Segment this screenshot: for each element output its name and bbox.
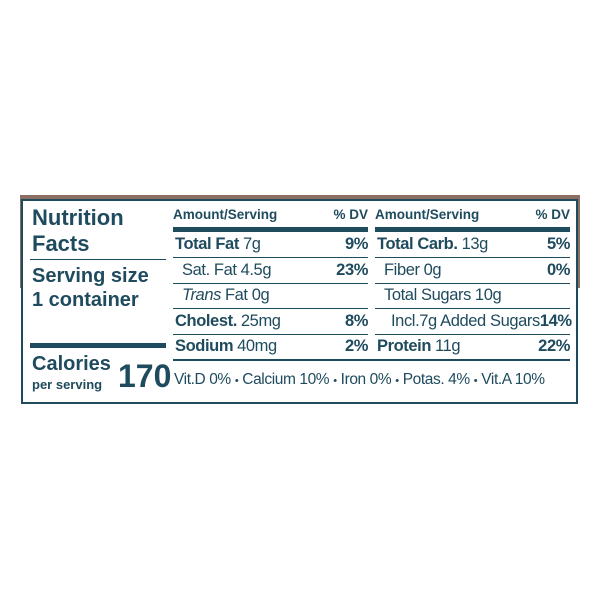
rule xyxy=(375,333,570,335)
nutrient-amount: 13g xyxy=(461,235,489,253)
nutrient-amount: 40mg xyxy=(237,337,277,355)
nutrient-row: Sodium 40mg 2% xyxy=(173,334,368,359)
rule xyxy=(173,227,368,232)
column-header: Amount/Serving % DV xyxy=(173,202,368,227)
nutrient-row: Total Carb. 13g 5% xyxy=(375,232,570,257)
vitamins: Vit.D 0% • Calcium 10% • Iron 0% • Potas. 4% • V… xyxy=(174,371,545,389)
rule xyxy=(173,359,570,361)
nutrient-row: Trans Fat 0g xyxy=(173,283,368,308)
nutrient-label: Total Fat xyxy=(175,235,239,253)
header-dv: % DV xyxy=(535,207,570,222)
header-amount: Amount/Serving xyxy=(173,207,278,222)
rule xyxy=(173,333,368,335)
nutrient-dv: 14% xyxy=(539,311,572,330)
vitamin: Vit.A 10% xyxy=(481,371,545,388)
vitamin: Vit.D 0% xyxy=(174,371,231,388)
nutrient-dv: 23% xyxy=(336,260,368,279)
nutrient-amount: 0g xyxy=(423,260,442,279)
nutrient-label: Trans xyxy=(182,286,221,304)
calories-label: Calories xyxy=(32,353,111,375)
label-box xyxy=(21,199,578,404)
nutrient-amount: 7g xyxy=(242,235,261,253)
nutrient-amount: 4.5g xyxy=(240,260,272,279)
rule xyxy=(30,259,166,260)
nutrient-row: Fiber 0g 0% xyxy=(375,258,570,283)
header-dv: % DV xyxy=(333,207,368,222)
serving-value: 1 container xyxy=(32,289,139,311)
nutrient-label: Protein xyxy=(377,337,432,355)
nutrient-label: Total Sugars xyxy=(384,286,471,304)
rule xyxy=(375,308,570,309)
rule xyxy=(173,282,368,284)
nutrient-amount: 10g xyxy=(474,286,502,304)
nutrient-dv: 2% xyxy=(344,337,368,355)
separator: • xyxy=(234,375,239,387)
nutrient-label: Cholest. xyxy=(175,311,237,330)
vitamin: Potas. 4% xyxy=(402,371,470,388)
nutrient-dv: 0% xyxy=(546,260,570,279)
nutrient-dv: 9% xyxy=(344,235,368,253)
calories-sub: per serving xyxy=(32,377,103,392)
separator: • xyxy=(395,375,399,387)
calories-value: 170 xyxy=(118,358,172,394)
nutrient-label: Sodium xyxy=(175,337,234,355)
rule xyxy=(173,257,368,258)
nutrient-label: Incl.7g Added Sugars xyxy=(391,311,540,330)
separator: • xyxy=(333,375,337,387)
nutrient-label: Total Carb. xyxy=(377,235,458,253)
rule xyxy=(375,257,570,258)
nutrient-amount: Fat 0g xyxy=(224,286,270,304)
rule xyxy=(375,227,570,232)
rule xyxy=(375,282,570,284)
nutrient-dv: 5% xyxy=(546,235,570,253)
nutrient-dv: 22% xyxy=(538,337,570,355)
rule xyxy=(30,343,166,348)
nutrient-row: Cholest. 25mg 8% xyxy=(173,309,368,334)
nutrient-row: Incl.7g Added Sugars 14% xyxy=(375,309,572,334)
nutrient-amount: 25mg xyxy=(240,311,281,330)
header-amount: Amount/Serving xyxy=(375,207,480,222)
nutrient-label: Sat. Fat xyxy=(182,260,237,279)
nutrient-label: Fiber xyxy=(384,260,420,279)
serving-label: Serving size xyxy=(32,265,149,287)
vitamin: Calcium 10% xyxy=(242,371,330,388)
separator: • xyxy=(473,375,478,387)
title: Nutrition xyxy=(32,205,124,230)
vitamin: Iron 0% xyxy=(340,371,392,388)
title: Facts xyxy=(32,231,90,256)
nutrient-row: Protein 11g 22% xyxy=(375,334,570,359)
column-header: Amount/Serving % DV xyxy=(375,202,570,227)
nutrient-row: Sat. Fat 4.5g 23% xyxy=(173,258,368,283)
nutrient-row: Total Sugars 10g xyxy=(375,283,570,308)
nutrient-dv: 8% xyxy=(344,311,368,330)
rule xyxy=(173,308,368,309)
nutrient-row: Total Fat 7g 9% xyxy=(173,232,368,257)
nutrient-amount: 11g xyxy=(435,337,461,355)
